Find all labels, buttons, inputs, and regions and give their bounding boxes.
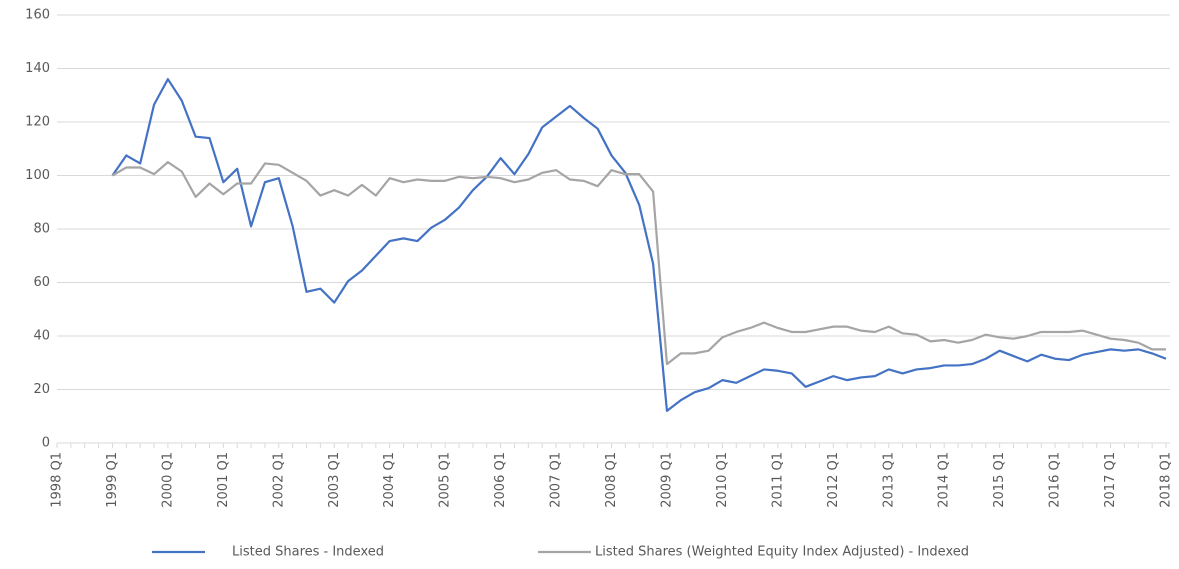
x-tick-label: 2017 Q1 — [1103, 452, 1118, 508]
y-tick-label: 160 — [25, 8, 50, 23]
legend-label: Listed Shares - Indexed — [232, 545, 384, 560]
series-line — [111, 78, 1167, 412]
x-tick-label: 2015 Q1 — [992, 452, 1007, 508]
series-line — [111, 161, 1166, 366]
x-tick-label: 2016 Q1 — [1048, 452, 1063, 508]
x-tick-label: 2011 Q1 — [770, 452, 785, 508]
x-tick-label: 2002 Q1 — [271, 452, 286, 508]
x-tick-label: 2006 Q1 — [493, 452, 508, 508]
x-tick-label: 2018 Q1 — [1159, 452, 1174, 508]
x-tick-label: 1998 Q1 — [50, 452, 65, 508]
y-tick-label: 0 — [42, 436, 50, 451]
y-tick-label: 100 — [25, 168, 50, 183]
x-tick-label: 2000 Q1 — [160, 452, 175, 508]
x-tick-label: 2014 Q1 — [937, 452, 952, 508]
y-tick-label: 40 — [33, 329, 50, 344]
y-tick-label: 80 — [33, 222, 50, 237]
x-tick-label: 2001 Q1 — [216, 452, 231, 508]
y-tick-label: 120 — [25, 115, 50, 130]
x-tick-label: 2013 Q1 — [881, 452, 896, 508]
x-tick-label: 2009 Q1 — [659, 452, 674, 508]
y-tick-label: 60 — [33, 275, 50, 290]
y-tick-label: 20 — [33, 382, 50, 397]
x-tick-label: 2008 Q1 — [604, 452, 619, 508]
x-tick-label: 2010 Q1 — [715, 452, 730, 508]
x-tick-label: 2005 Q1 — [438, 452, 453, 508]
x-tick-label: 2007 Q1 — [549, 452, 564, 508]
x-tick-label: 1999 Q1 — [105, 452, 120, 508]
x-tick-label: 2003 Q1 — [327, 452, 342, 508]
x-tick-label: 2004 Q1 — [382, 452, 397, 508]
legend-label: Listed Shares (Weighted Equity Index Adj… — [595, 545, 969, 560]
x-tick-label: 2012 Q1 — [826, 452, 841, 508]
y-tick-label: 140 — [25, 61, 50, 76]
